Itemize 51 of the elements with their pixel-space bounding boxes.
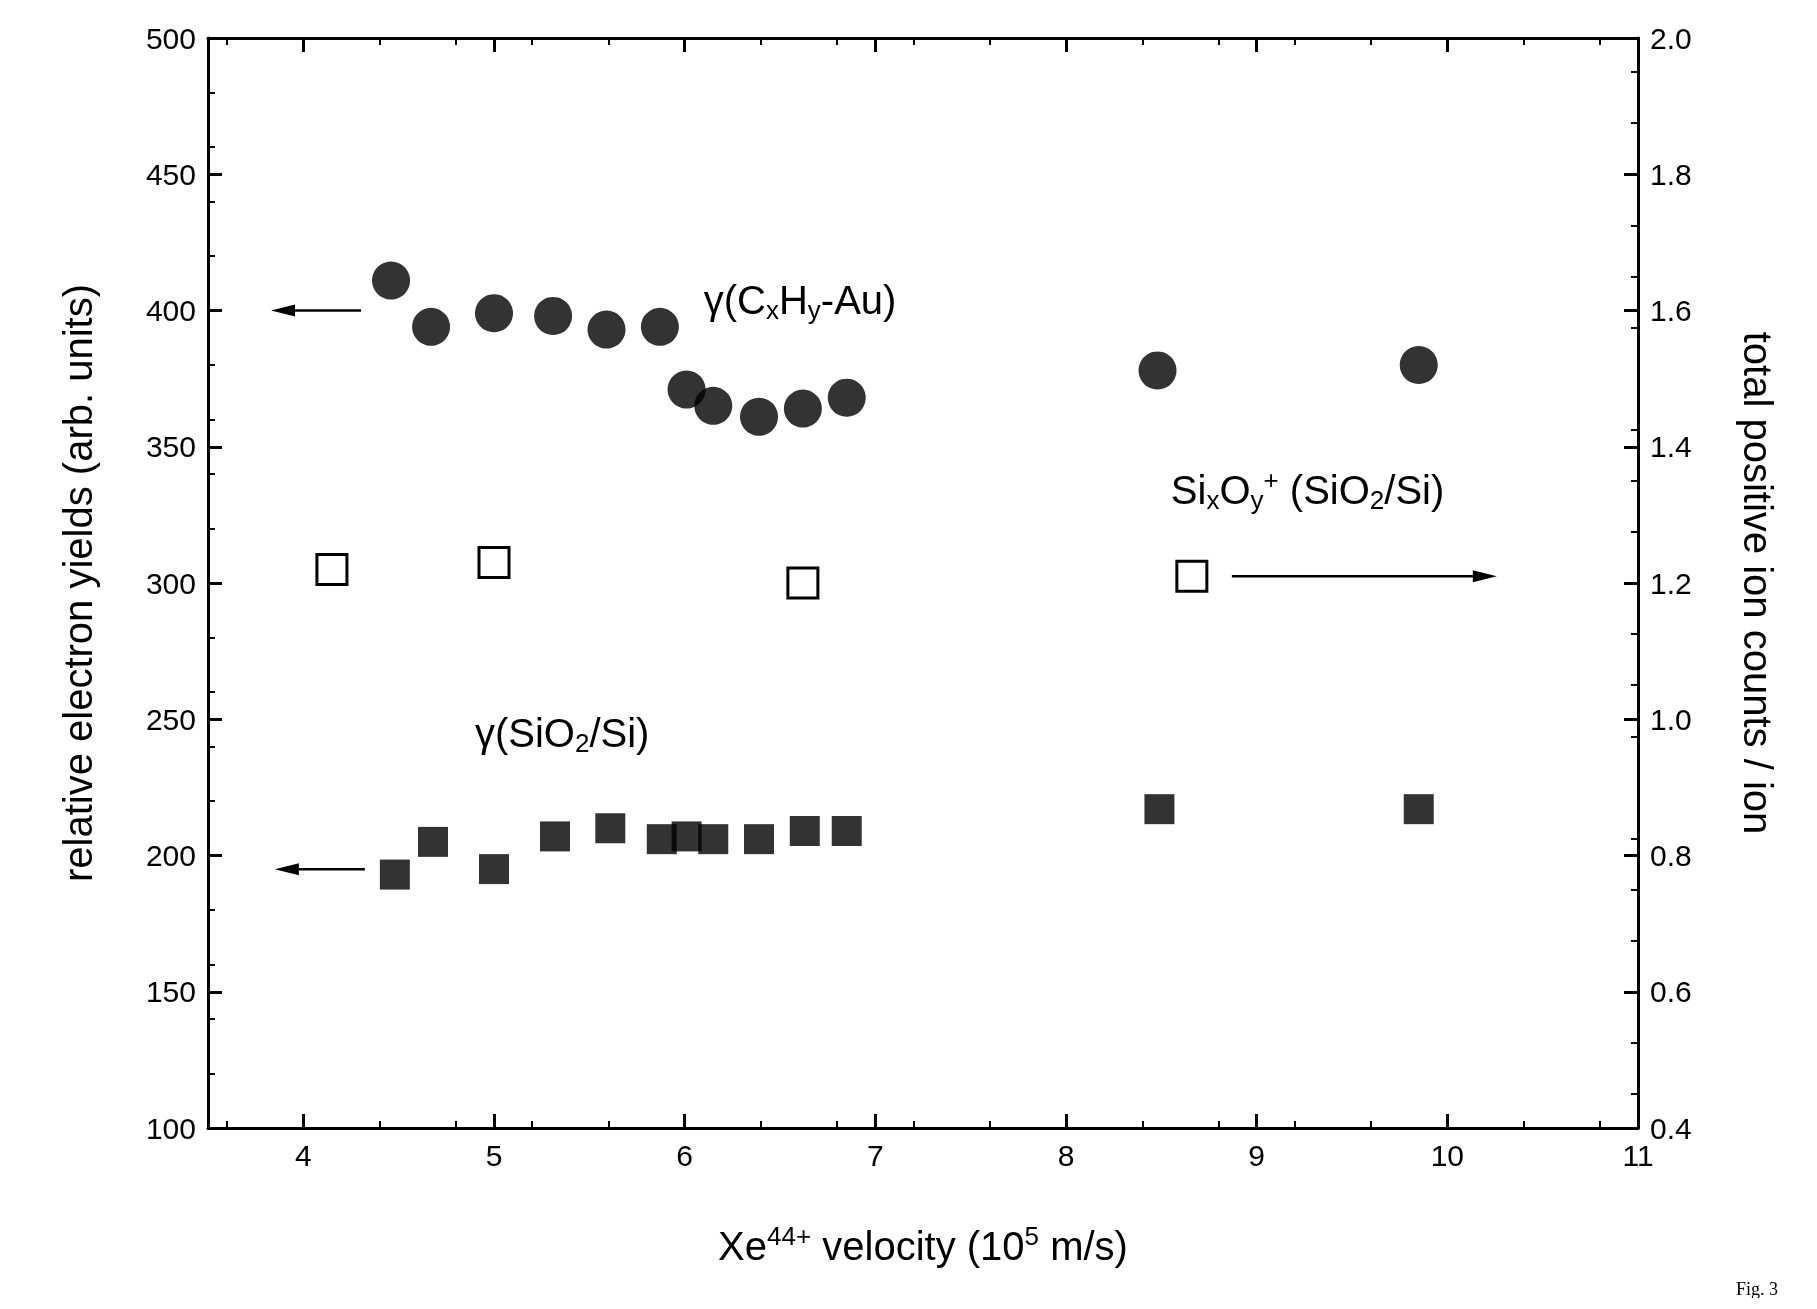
point [1144,794,1175,825]
point [372,261,411,300]
point [379,859,410,890]
point [475,294,513,333]
point [417,826,448,857]
point [1403,794,1434,825]
y-tick-label: 150 [145,975,196,1009]
point [587,310,626,349]
point [740,397,779,436]
y2-axis-title: total positive ion counts / ion [1736,331,1780,835]
point [789,815,820,846]
y-tick-label: 250 [145,702,196,736]
caption: Fig. 3 [1735,1279,1778,1299]
point [698,824,729,855]
y2-tick-label: 0.6 [1650,975,1692,1009]
y-tick-label: 350 [145,430,196,464]
point [667,370,706,409]
point [1138,351,1177,390]
point [534,296,573,335]
y2-tick-label: 1.4 [1650,430,1692,464]
point [1399,346,1438,384]
y2-tick-label: 1.2 [1650,566,1692,600]
y-tick-label: 500 [145,21,196,55]
point [540,821,571,852]
point [595,813,626,844]
y-axis-title: relative electron yields (arb. units) [56,283,100,883]
y2-tick-label: 1.8 [1650,157,1692,191]
x-tick-label: 9 [1248,1138,1266,1172]
y2-tick-label: 2.0 [1650,21,1692,55]
point [412,307,451,346]
point [827,378,866,417]
y-tick-label: 450 [145,157,196,191]
y2-tick-label: 1.6 [1650,294,1692,327]
y2-tick-label: 0.8 [1650,839,1692,872]
point [694,386,733,425]
y-tick-label: 400 [145,294,196,327]
y-tick-label: 300 [145,566,196,600]
x-tick-label: 6 [676,1138,694,1172]
point [744,824,775,855]
x-tick-label: 4 [294,1138,312,1172]
point [783,389,822,428]
x-tick-label: 5 [485,1138,503,1172]
y2-tick-label: 1.0 [1650,702,1692,736]
point [640,307,679,346]
y-tick-label: 200 [145,839,196,872]
x-tick-label: 8 [1057,1138,1075,1172]
y-tick-label: 100 [145,1111,196,1145]
x-tick-label: 10 [1430,1138,1465,1172]
point [831,815,862,846]
x-tick-label: 7 [866,1138,884,1172]
point [479,854,509,885]
